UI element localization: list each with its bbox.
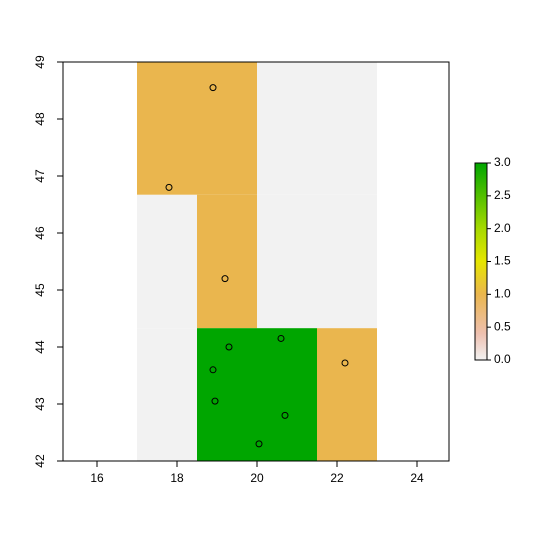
colorbar-tick-label: 1.0 bbox=[494, 287, 511, 301]
raster-cell bbox=[197, 328, 257, 461]
colorbar-tick-label: 2.0 bbox=[494, 221, 511, 235]
plot-frame bbox=[62, 61, 450, 462]
colorbar-tick-label: 2.5 bbox=[494, 188, 511, 202]
y-tick-label: 45 bbox=[33, 283, 47, 297]
x-tick-label: 22 bbox=[330, 471, 344, 485]
raster-cell bbox=[137, 194, 197, 329]
raster-cell bbox=[137, 328, 197, 461]
y-tick-label: 48 bbox=[33, 112, 47, 126]
point bbox=[281, 411, 289, 419]
colorbar-tick-label: 0.5 bbox=[494, 319, 511, 333]
raster-cell bbox=[317, 328, 377, 461]
colorbar-tick-label: 0.0 bbox=[494, 352, 511, 366]
colorbar-tick-label: 3.0 bbox=[494, 155, 511, 169]
y-tick-label: 49 bbox=[33, 55, 47, 69]
y-tick-label: 44 bbox=[33, 340, 47, 354]
raster-cell bbox=[197, 62, 257, 195]
raster-cell bbox=[317, 194, 377, 329]
point bbox=[255, 440, 263, 448]
point bbox=[209, 84, 217, 92]
point bbox=[221, 275, 229, 283]
raster-cell bbox=[257, 62, 317, 195]
point bbox=[341, 359, 349, 367]
point bbox=[165, 183, 173, 191]
y-tick-label: 42 bbox=[33, 454, 47, 468]
y-tick-label: 43 bbox=[33, 397, 47, 411]
x-tick-label: 16 bbox=[90, 471, 104, 485]
point bbox=[277, 334, 285, 342]
colorbar bbox=[474, 162, 488, 361]
raster-cell bbox=[257, 328, 317, 461]
y-tick-label: 46 bbox=[33, 226, 47, 240]
raster-cell bbox=[137, 62, 197, 195]
x-tick-label: 20 bbox=[250, 471, 264, 485]
point bbox=[209, 366, 217, 374]
raster-cell bbox=[257, 194, 317, 329]
raster-cell bbox=[197, 194, 257, 329]
raster-cell bbox=[317, 62, 377, 195]
point bbox=[211, 397, 219, 405]
x-tick-label: 18 bbox=[170, 471, 184, 485]
x-tick-label: 24 bbox=[410, 471, 424, 485]
colorbar-tick-label: 1.5 bbox=[494, 254, 511, 268]
y-tick-label: 47 bbox=[33, 169, 47, 183]
point bbox=[225, 343, 233, 351]
